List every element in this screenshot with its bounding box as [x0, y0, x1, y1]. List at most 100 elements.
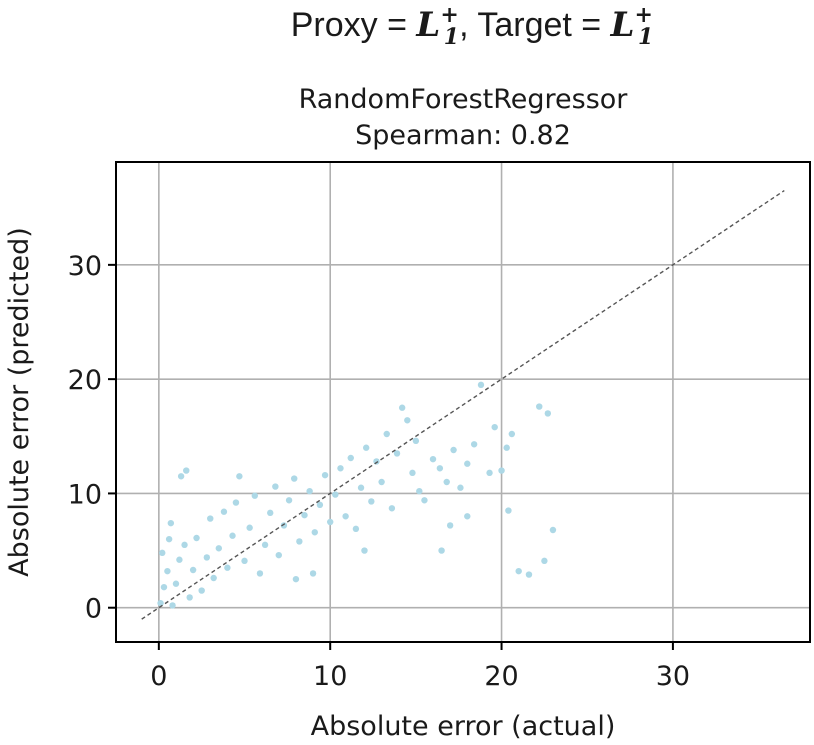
scatter-point	[215, 545, 223, 552]
scatter-point	[157, 599, 164, 607]
scatter-point	[167, 519, 175, 527]
scatter-point	[220, 508, 228, 515]
scatter-point	[446, 522, 454, 529]
scatter-point	[347, 454, 354, 462]
scatter-point	[306, 487, 313, 495]
scatter-point	[352, 525, 360, 533]
scatter-point	[549, 526, 557, 534]
suptitle-proxy-sub: 1	[444, 24, 459, 50]
y-tick-label: 0	[85, 594, 102, 625]
scatter-point	[232, 499, 240, 506]
scatter-point	[309, 570, 317, 577]
scatter-point	[536, 403, 543, 410]
scatter-point	[457, 484, 464, 491]
y-axis-label: Absolute error (predicted)	[4, 227, 35, 577]
x-tick-label: 10	[313, 661, 347, 692]
plot-area: 0 10 20 30 0 10 20 30	[68, 161, 811, 692]
scatter-point	[544, 410, 552, 417]
scatter-point	[337, 465, 344, 472]
scatter-point	[280, 522, 288, 529]
scatter-point	[272, 483, 279, 490]
scatter-point	[368, 498, 375, 505]
scatter-point	[292, 575, 300, 583]
scatter-point	[498, 467, 505, 474]
scatter-point	[373, 458, 380, 465]
figure-suptitle: Proxy = L+ 1, Target = L+ 1	[291, 2, 654, 50]
scatter-point	[515, 567, 522, 575]
suptitle-proxy-sup: +	[440, 2, 458, 28]
scatter-point	[388, 505, 396, 512]
scatter-point	[378, 478, 385, 486]
scatter-point	[438, 547, 445, 554]
scatter-point	[181, 541, 188, 549]
scatter-point	[443, 478, 450, 486]
scatter-point	[503, 444, 510, 451]
scatter-point	[416, 487, 423, 495]
scatter-point	[326, 518, 334, 526]
scatter-point	[267, 509, 274, 517]
scatter-point	[256, 570, 264, 577]
scatter-point	[464, 513, 471, 520]
scatter-point	[421, 497, 428, 504]
scatter-point	[172, 580, 180, 587]
suptitle-proxy-metric: L	[415, 5, 440, 45]
scatter-point	[203, 554, 211, 561]
scatter-point	[491, 423, 498, 431]
suptitle-target-sup: +	[635, 2, 653, 28]
scatter-point	[316, 501, 324, 509]
scatter-point	[412, 437, 420, 445]
scatter-point	[429, 455, 437, 463]
scatter-point	[164, 567, 171, 575]
scatter-point	[169, 602, 176, 609]
scatter-point	[198, 587, 205, 594]
scatter-point	[210, 574, 217, 582]
x-tick-label: 30	[656, 661, 690, 692]
suptitle-proxy-prefix: Proxy =	[291, 6, 417, 44]
scatter-point	[486, 469, 493, 477]
scatter-point	[332, 491, 339, 498]
scatter-point	[393, 450, 401, 457]
scatter-point	[450, 446, 457, 454]
scatter-point	[398, 404, 406, 411]
scatter-point	[321, 471, 329, 479]
scatter-point	[525, 571, 533, 578]
scatter-point	[261, 541, 269, 549]
scatter-point	[505, 507, 512, 514]
x-axis-label: Absolute error (actual)	[311, 711, 616, 742]
scatter-point	[275, 551, 282, 559]
scatter-point	[186, 594, 193, 601]
scatter-point	[291, 475, 298, 482]
scatter-point	[251, 492, 258, 499]
x-tick-label: 20	[484, 661, 518, 692]
scatter-point	[301, 511, 308, 519]
scatter-point	[362, 444, 370, 451]
scatter-point	[404, 417, 411, 424]
scatter-point	[311, 529, 318, 536]
scatter-point	[541, 557, 548, 565]
scatter-point	[193, 534, 200, 542]
scatter-point	[383, 430, 390, 438]
suptitle-target-sub: 1	[638, 24, 653, 50]
scatter-point	[241, 557, 248, 565]
scatter-point	[477, 381, 485, 389]
scatter-point	[342, 513, 349, 520]
x-tick-label: 0	[150, 661, 167, 692]
y-tick-label: 10	[68, 479, 102, 510]
scatter-point	[357, 484, 365, 491]
axes-frame	[115, 161, 811, 643]
scatter-point	[470, 441, 478, 448]
scatter-point	[296, 538, 303, 545]
scatter-point	[361, 547, 368, 554]
scatter-points	[157, 381, 557, 609]
scatter-point	[224, 564, 231, 571]
scatter-point	[409, 469, 416, 477]
scatter-point	[508, 430, 516, 438]
scatter-point	[464, 460, 471, 467]
reference-line	[141, 189, 785, 620]
scatter-point	[159, 549, 166, 557]
scatter-point	[165, 535, 173, 543]
scatter-point	[236, 473, 243, 480]
suptitle-target-metric: L	[610, 5, 635, 45]
scatter-point	[177, 473, 185, 480]
